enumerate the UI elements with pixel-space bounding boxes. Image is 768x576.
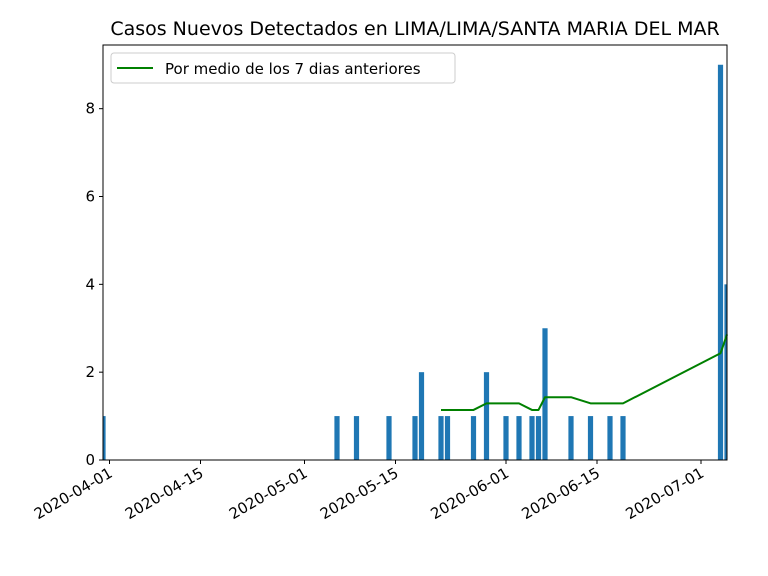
bar-5	[418, 372, 425, 460]
chart-title: Casos Nuevos Detectados en LIMA/LIMA/SAN…	[110, 18, 719, 40]
bar-8	[470, 416, 477, 460]
bar-6	[438, 416, 444, 460]
x-tick-label-5: 2020-06-15	[518, 464, 603, 523]
bar-7	[444, 416, 451, 460]
x-tick-label-2: 2020-05-01	[226, 464, 311, 523]
x-tick-label-0: 2020-04-01	[31, 464, 116, 523]
series-line-0	[441, 334, 728, 411]
x-axis: 2020-04-01 2020-04-15 2020-05-01 2020-05-15…	[31, 460, 707, 523]
bar-12	[529, 416, 535, 460]
plot-frame	[102, 44, 728, 461]
x-tick-label-4: 2020-06-01	[427, 464, 512, 523]
bar-13	[535, 416, 542, 460]
bar-4	[412, 416, 418, 460]
bar-18	[620, 416, 626, 460]
legend: Por medio de los 7 dias anteriores	[110, 52, 456, 84]
x-tick-label-1: 2020-04-15	[122, 464, 207, 523]
bar-16	[587, 416, 594, 460]
legend-box	[110, 52, 456, 84]
y-tick-label-2: 4	[85, 275, 95, 293]
bar-2	[353, 416, 360, 460]
bar-14	[542, 328, 548, 460]
bar-3	[386, 416, 392, 460]
y-tick-label-1: 2	[85, 363, 95, 381]
lines-group	[441, 334, 728, 411]
x-tick-label-6: 2020-07-01	[622, 464, 707, 523]
y-tick-label-0: 0	[85, 451, 95, 469]
bar-19	[717, 64, 724, 460]
bar-1	[334, 416, 340, 460]
bar-15	[568, 416, 574, 460]
bar-11	[516, 416, 522, 460]
y-tick-label-4: 8	[85, 100, 95, 118]
bar-20	[724, 284, 727, 460]
bar-10	[503, 416, 509, 460]
x-tick-label-3: 2020-05-15	[317, 464, 402, 523]
bar-0	[103, 416, 106, 460]
bars-group	[103, 64, 727, 460]
bar-9	[483, 372, 490, 460]
y-axis: 0 2 4 6 8	[85, 100, 103, 469]
legend-label: Por medio de los 7 dias anteriores	[165, 60, 421, 78]
y-tick-label-3: 6	[85, 188, 95, 206]
bar-17	[607, 416, 613, 460]
